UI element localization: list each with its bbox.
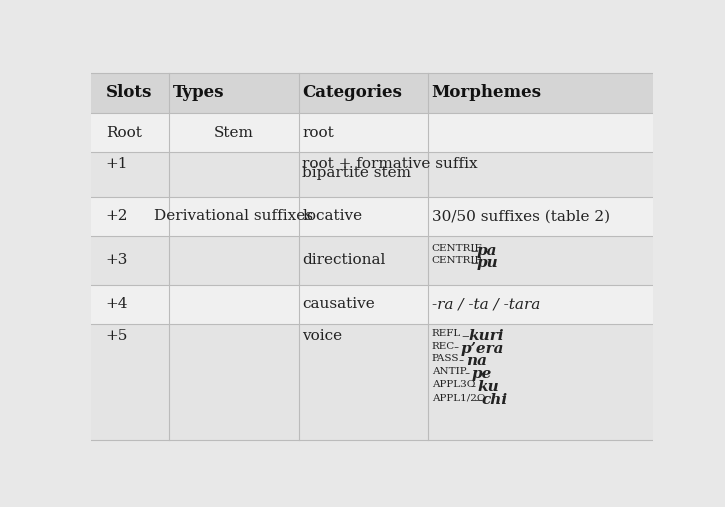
Bar xyxy=(91,197,652,236)
Text: root + formative suffix: root + formative suffix xyxy=(302,157,478,171)
Text: p’era: p’era xyxy=(460,342,504,355)
Text: Root: Root xyxy=(106,126,141,139)
Text: ku: ku xyxy=(477,380,499,394)
Text: +4: +4 xyxy=(106,297,128,311)
Text: Morphemes: Morphemes xyxy=(431,85,542,101)
Text: CENTRIP: CENTRIP xyxy=(431,256,482,265)
Text: Categories: Categories xyxy=(302,85,402,101)
Bar xyxy=(91,285,652,323)
Text: bipartite stem: bipartite stem xyxy=(302,166,412,179)
Text: -: - xyxy=(453,342,458,355)
Bar xyxy=(91,114,652,152)
Text: pe: pe xyxy=(471,368,492,381)
Text: APPL3O: APPL3O xyxy=(431,380,475,389)
Text: pu: pu xyxy=(476,256,498,270)
Text: root: root xyxy=(302,126,334,139)
Text: Slots: Slots xyxy=(106,85,152,101)
Text: kuri: kuri xyxy=(468,329,504,343)
Text: PASS: PASS xyxy=(431,354,459,364)
Text: ANTIP: ANTIP xyxy=(431,368,466,376)
Bar xyxy=(91,73,652,114)
Text: -ra / -ta / -tara: -ra / -ta / -tara xyxy=(431,297,540,311)
Text: directional: directional xyxy=(302,254,386,267)
Text: -: - xyxy=(459,354,464,369)
Text: –: – xyxy=(474,393,482,407)
Text: pa: pa xyxy=(476,244,497,258)
Bar xyxy=(91,236,652,285)
Text: -: - xyxy=(470,380,475,394)
Text: APPL1/2O: APPL1/2O xyxy=(431,393,485,402)
Text: +5: +5 xyxy=(106,329,128,343)
Text: na: na xyxy=(466,354,487,369)
Bar xyxy=(91,323,652,440)
Text: 30/50 suffixes (table 2): 30/50 suffixes (table 2) xyxy=(431,209,610,224)
Text: Types: Types xyxy=(173,85,225,101)
Text: CENTRIF: CENTRIF xyxy=(431,244,482,253)
Text: Derivational suffixes: Derivational suffixes xyxy=(154,209,313,224)
Text: -: - xyxy=(464,368,469,381)
Text: REC: REC xyxy=(431,342,455,351)
Text: causative: causative xyxy=(302,297,376,311)
Text: +1: +1 xyxy=(106,157,128,171)
Text: locative: locative xyxy=(302,209,362,224)
Bar xyxy=(91,152,652,197)
Text: Stem: Stem xyxy=(214,126,254,139)
Text: –: – xyxy=(470,244,478,258)
Text: REFL: REFL xyxy=(431,329,461,338)
Text: +3: +3 xyxy=(106,254,128,267)
Text: –: – xyxy=(470,256,478,270)
Text: +2: +2 xyxy=(106,209,128,224)
Text: voice: voice xyxy=(302,329,343,343)
Text: chi: chi xyxy=(481,393,508,407)
Text: –: – xyxy=(461,329,468,343)
